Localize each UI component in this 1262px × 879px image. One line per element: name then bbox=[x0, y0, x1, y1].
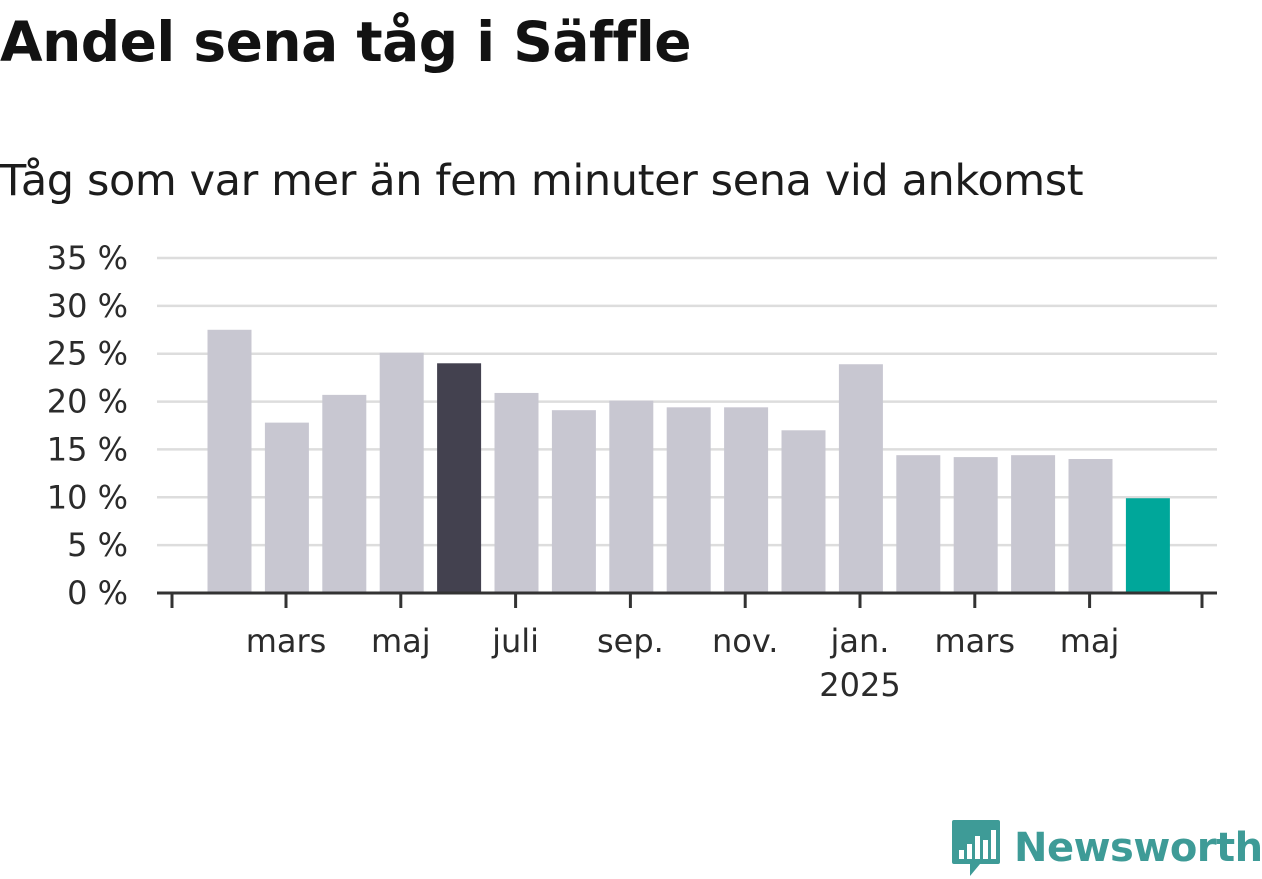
x-tick-label: maj bbox=[371, 622, 431, 660]
y-tick-label: 5 % bbox=[67, 526, 128, 564]
newsworthy-logo: Newsworthy bbox=[950, 818, 1262, 878]
y-tick-label: 30 % bbox=[47, 287, 128, 325]
x-tick-label: mars bbox=[246, 622, 327, 660]
x-tick-label: nov. bbox=[712, 622, 778, 660]
bar bbox=[781, 430, 826, 593]
chart-subtitle: Tåg som var mer än fem minuter sena vid … bbox=[0, 156, 1084, 206]
bar bbox=[551, 410, 596, 593]
x-tick-label: juli bbox=[491, 622, 539, 660]
x-tick-label: maj bbox=[1060, 622, 1120, 660]
bar bbox=[666, 407, 711, 593]
y-tick-label: 35 % bbox=[47, 239, 128, 277]
bar bbox=[1011, 455, 1056, 593]
bar bbox=[609, 400, 654, 593]
bar bbox=[494, 392, 539, 593]
bars bbox=[207, 329, 1170, 593]
bar bbox=[724, 407, 769, 593]
chart-title: Andel sena tåg i Säffle bbox=[0, 10, 692, 74]
newsworthy-logo-icon bbox=[952, 820, 1000, 876]
y-tick-label: 10 % bbox=[47, 478, 128, 516]
bar bbox=[207, 329, 252, 593]
bar bbox=[953, 457, 998, 593]
y-tick-label: 0 % bbox=[67, 574, 128, 612]
bar bbox=[379, 352, 424, 593]
bar bbox=[1068, 459, 1113, 593]
bar bbox=[838, 364, 883, 593]
x-axis-ticks: mars maj juli sep. nov. jan. 2025 mars maj bbox=[170, 593, 1204, 704]
bar bbox=[437, 363, 482, 593]
bar bbox=[1125, 498, 1170, 593]
bar bbox=[896, 455, 941, 593]
x-tick-label: mars bbox=[934, 622, 1015, 660]
x-tick-year-label: 2025 bbox=[819, 666, 900, 704]
brand-name: Newsworthy bbox=[1014, 825, 1262, 871]
bar bbox=[264, 422, 309, 593]
y-tick-label: 20 % bbox=[47, 383, 128, 421]
x-tick-label: jan. bbox=[830, 622, 890, 660]
y-tick-label: 15 % bbox=[47, 430, 128, 468]
bar bbox=[322, 394, 367, 593]
x-tick-label: sep. bbox=[597, 622, 664, 660]
y-axis-ticks: 0 % 5 % 10 % 15 % 20 % 25 % 30 % 35 % bbox=[47, 239, 128, 612]
y-tick-label: 25 % bbox=[47, 335, 128, 373]
